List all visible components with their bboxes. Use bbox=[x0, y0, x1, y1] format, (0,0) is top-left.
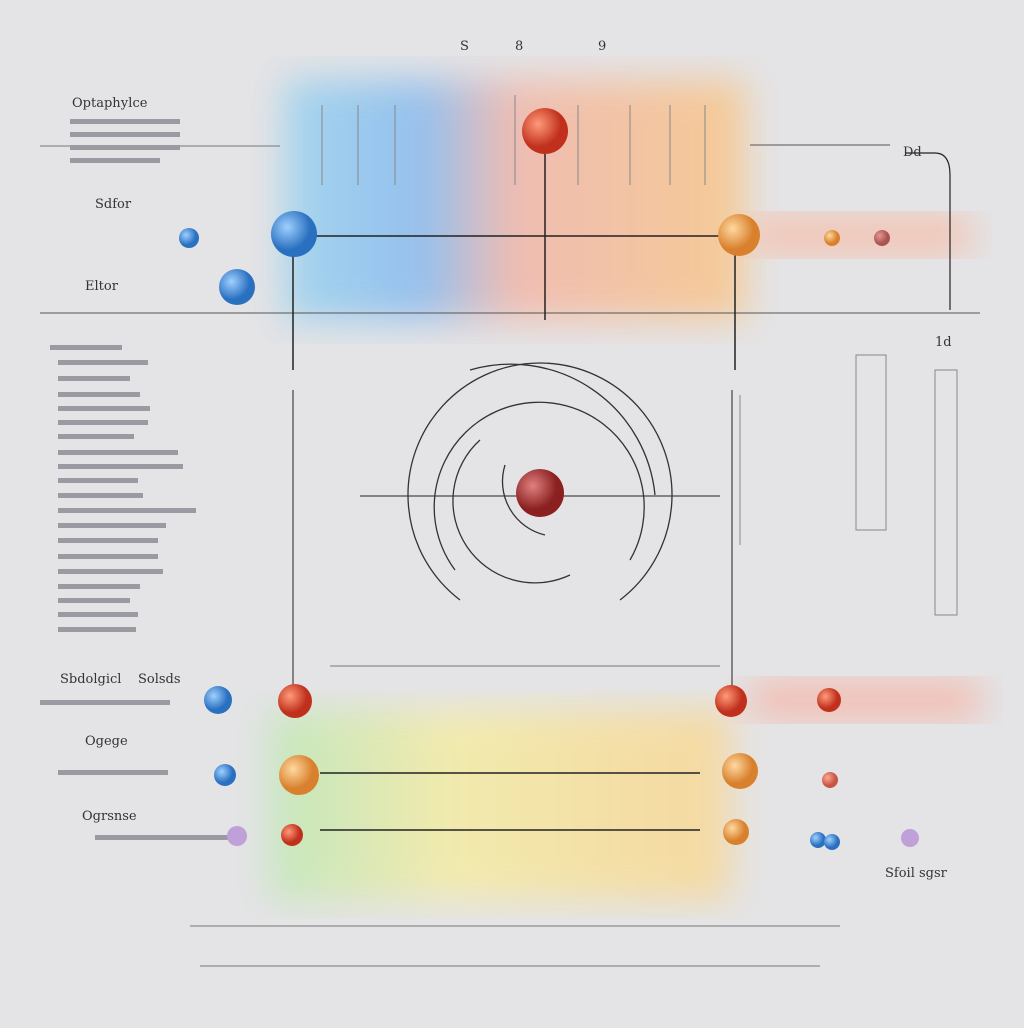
label: 1d bbox=[935, 335, 952, 350]
header-mark: 8 bbox=[515, 39, 523, 54]
header-mark: 9 bbox=[598, 39, 606, 54]
text-lines bbox=[40, 119, 235, 840]
label: Solsds bbox=[138, 672, 181, 687]
label: Eltor bbox=[85, 279, 119, 294]
label: Oрtарhуlсе bbox=[72, 96, 148, 111]
spheres bbox=[179, 108, 919, 850]
ticks bbox=[321, 95, 958, 616]
label: Sdfor bbox=[95, 197, 132, 212]
label: Ogrsnse bbox=[82, 809, 137, 824]
header-mark: S bbox=[460, 39, 469, 54]
label: Ogege bbox=[85, 734, 128, 749]
orbits bbox=[407, 362, 673, 601]
label: Sbdolgicl bbox=[60, 672, 121, 687]
label: Sfoil sgsr bbox=[885, 866, 948, 881]
labels: S 8 9 Oрtарhуlсе Sdfor Eltor Sbdolgicl S… bbox=[60, 39, 952, 881]
color-bands bbox=[270, 80, 980, 900]
label: Dd bbox=[903, 145, 922, 160]
